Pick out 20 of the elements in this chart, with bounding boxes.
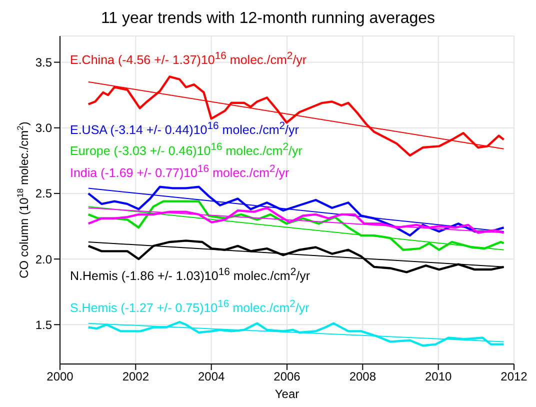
x-tick-label: 2006 bbox=[274, 370, 301, 384]
series-label: S.Hemis (-1.27 +/- 0.75)10$^{16}$ molec./cm$^{2}$/yr bbox=[70, 298, 310, 316]
y-tick-label: 3.0 bbox=[35, 121, 52, 136]
x-tick-label: 2012 bbox=[500, 370, 528, 384]
x-tick-label: 2008 bbox=[349, 370, 376, 384]
x-tick-label: 2002 bbox=[122, 370, 150, 384]
series-label: N.Hemis (-1.86 +/- 1.03)10$^{16}$ molec./cm$^{2}$/yr bbox=[70, 266, 310, 284]
series-label: E.China (-4.56 +/- 1.37)10$^{16}$ molec./cm$^{2}$/yr bbox=[70, 50, 307, 68]
text: Europe (-3.03 +/- 0.46)10$^{16}$ molec./cm$^{2}$/yr bbox=[70, 141, 302, 160]
y-tick-label: 2.5 bbox=[35, 186, 52, 201]
x-tick-label: 2010 bbox=[424, 370, 452, 384]
x-tick-label: 2000 bbox=[46, 370, 74, 384]
text: E.USA (-3.14 +/- 0.44)10$^{16}$ molec./cm$^{2}$/yr bbox=[70, 120, 299, 139]
y-tick-label: 1.5 bbox=[35, 318, 52, 332]
x-tick-label: 2004 bbox=[198, 370, 226, 384]
text: India (-1.69 +/- 0.77)10$^{16}$ molec./cm$^{2}$/yr bbox=[70, 162, 290, 181]
y-tick-label: 2.0 bbox=[35, 252, 52, 266]
x-axis-title: Year bbox=[274, 387, 300, 401]
y-tick-label: 3.5 bbox=[35, 56, 52, 70]
chart-title: 11 year trends with 12-month running averages bbox=[100, 9, 436, 29]
